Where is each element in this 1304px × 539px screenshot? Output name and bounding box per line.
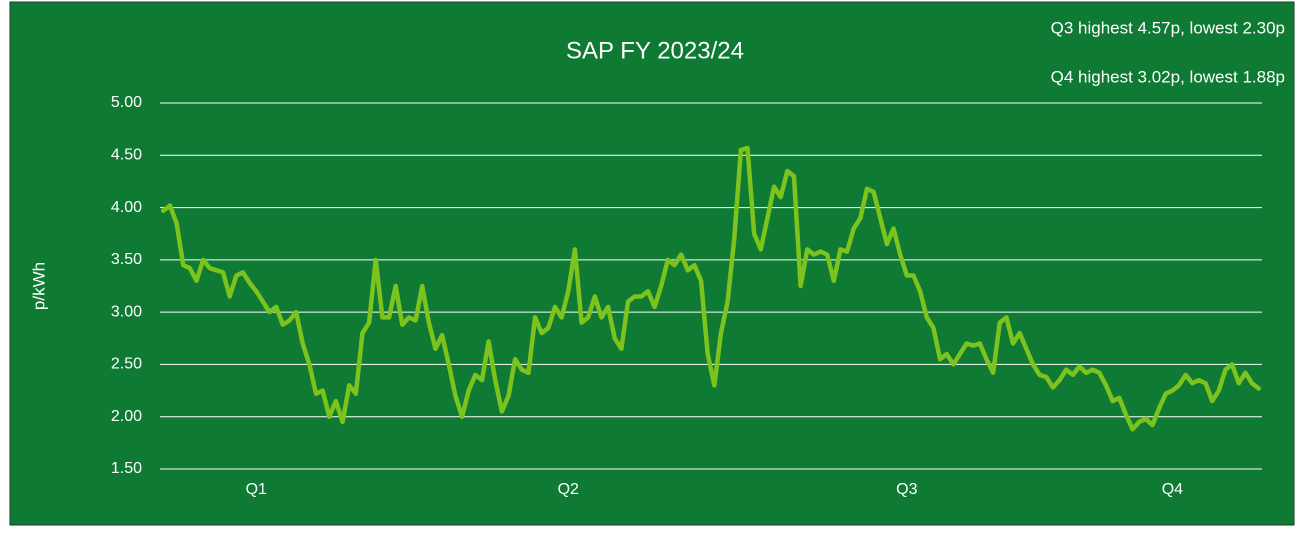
data-line xyxy=(161,145,1261,432)
annotation: Q3 highest 4.57p, lowest 2.30p xyxy=(1051,18,1285,37)
x-tick-label: Q3 xyxy=(896,481,917,498)
x-tick-label: Q1 xyxy=(246,481,267,498)
chart-title: SAP FY 2023/24 xyxy=(566,37,744,64)
y-tick-label: 3.00 xyxy=(111,303,142,320)
chart-background xyxy=(9,1,1295,526)
y-tick-label: 3.50 xyxy=(111,251,142,268)
y-tick-label: 2.00 xyxy=(111,408,142,425)
y-axis-label: p/kWh xyxy=(29,262,48,310)
x-tick-label: Q2 xyxy=(558,481,579,498)
x-tick-label: Q4 xyxy=(1162,481,1183,498)
y-tick-label: 5.00 xyxy=(111,94,142,111)
y-tick-label: 4.50 xyxy=(111,147,142,164)
y-tick-label: 4.00 xyxy=(111,199,142,216)
annotation: Q4 highest 3.02p, lowest 1.88p xyxy=(1051,67,1285,86)
y-tick-label: 2.50 xyxy=(111,356,142,373)
y-tick-label: 1.50 xyxy=(111,460,142,477)
